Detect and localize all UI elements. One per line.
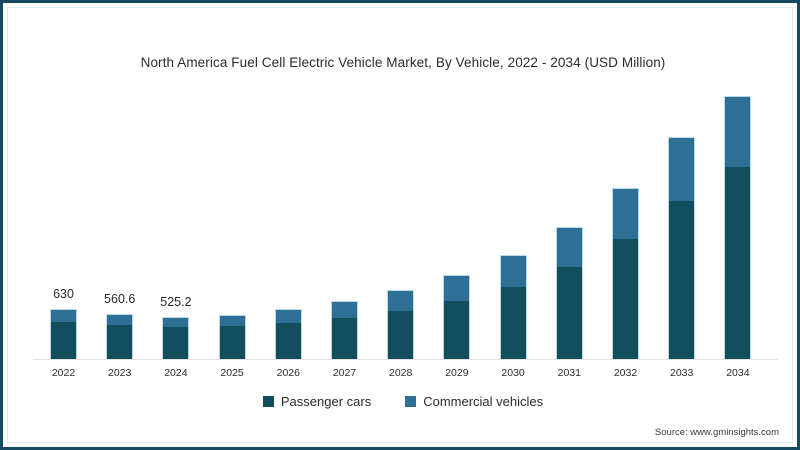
x-axis-tick-2024: 2024 bbox=[164, 367, 188, 379]
bar-segment-commercial-vehicles bbox=[499, 255, 527, 287]
legend-swatch-icon bbox=[262, 396, 274, 407]
x-axis-tick-2034: 2034 bbox=[726, 367, 750, 379]
bar-segment-commercial-vehicles bbox=[274, 309, 302, 323]
bar-column bbox=[724, 96, 752, 359]
x-axis-tick-2030: 2030 bbox=[501, 367, 525, 379]
bar-segment-passenger-cars bbox=[218, 326, 246, 359]
bar-segment-commercial-vehicles bbox=[443, 275, 471, 301]
x-axis-tick-2028: 2028 bbox=[389, 367, 413, 379]
bar-column: 630 bbox=[50, 287, 77, 359]
legend-label: Passenger cars bbox=[280, 394, 372, 409]
bar-segment-commercial-vehicles bbox=[668, 137, 696, 201]
x-axis-tick-2022: 2022 bbox=[51, 367, 76, 379]
x-axis-tick-2032: 2032 bbox=[613, 367, 638, 379]
bar-segment-passenger-cars bbox=[331, 318, 358, 359]
bar-value-label: 630 bbox=[53, 287, 74, 301]
bar-segment-passenger-cars bbox=[555, 267, 583, 359]
bar-value-label: 525.2 bbox=[160, 295, 192, 309]
bar-segment-passenger-cars bbox=[387, 311, 415, 359]
bar-value-label: 560.6 bbox=[104, 292, 136, 306]
bar-segment-passenger-cars bbox=[162, 327, 190, 359]
bar-segment-commercial-vehicles bbox=[218, 315, 246, 326]
bar-segment-passenger-cars bbox=[668, 201, 696, 359]
bar-segment-passenger-cars bbox=[50, 322, 77, 359]
bar-segment-commercial-vehicles bbox=[612, 188, 639, 239]
bar-column bbox=[499, 255, 527, 359]
source-attribution: Source: www.gminsights.com bbox=[654, 427, 779, 438]
legend-item-commercial-vehicles[interactable]: Commercial vehicles bbox=[405, 394, 543, 409]
bar-column bbox=[274, 309, 302, 359]
bar-segment-commercial-vehicles bbox=[162, 317, 190, 327]
bar-column: 560.6 bbox=[104, 292, 135, 359]
bar-column bbox=[218, 315, 246, 359]
bar-column bbox=[555, 227, 583, 359]
bar-column bbox=[668, 137, 696, 359]
bar-segment-commercial-vehicles bbox=[106, 314, 134, 325]
x-axis-tick-2025: 2025 bbox=[220, 367, 244, 379]
bar-segment-commercial-vehicles bbox=[50, 309, 77, 322]
x-axis-tick-2033: 2033 bbox=[670, 367, 694, 379]
x-axis-tick-2029: 2029 bbox=[445, 367, 469, 379]
x-axis-tick-2027: 2027 bbox=[332, 367, 357, 379]
bar-segment-passenger-cars bbox=[443, 301, 471, 359]
x-axis-tick-2031: 2031 bbox=[557, 367, 581, 379]
legend-item-passenger-cars[interactable]: Passenger cars bbox=[262, 394, 372, 409]
x-axis-tick-2023: 2023 bbox=[108, 367, 132, 379]
bar-column bbox=[387, 290, 415, 359]
bar-segment-commercial-vehicles bbox=[387, 290, 415, 311]
bar-segment-commercial-vehicles bbox=[555, 227, 583, 267]
bar-segment-commercial-vehicles bbox=[331, 301, 358, 318]
chart-legend: Passenger cars Commercial vehicles bbox=[3, 394, 797, 409]
x-axis-tick-2026: 2026 bbox=[276, 367, 300, 379]
bar-column bbox=[331, 301, 358, 359]
legend-label: Commercial vehicles bbox=[423, 394, 544, 409]
bar-segment-passenger-cars bbox=[499, 287, 527, 359]
legend-swatch-icon bbox=[405, 396, 417, 407]
chart-title: North America Fuel Cell Electric Vehicle… bbox=[140, 55, 666, 70]
bar-segment-passenger-cars bbox=[724, 167, 752, 359]
bar-segment-passenger-cars bbox=[612, 239, 639, 359]
bar-segment-passenger-cars bbox=[106, 325, 134, 359]
bar-column bbox=[612, 188, 639, 359]
bar-segment-passenger-cars bbox=[274, 323, 302, 359]
bar-segment-commercial-vehicles bbox=[724, 96, 752, 167]
x-axis-line bbox=[33, 359, 778, 360]
bar-column: 525.2 bbox=[160, 295, 192, 359]
bar-column bbox=[443, 275, 471, 359]
